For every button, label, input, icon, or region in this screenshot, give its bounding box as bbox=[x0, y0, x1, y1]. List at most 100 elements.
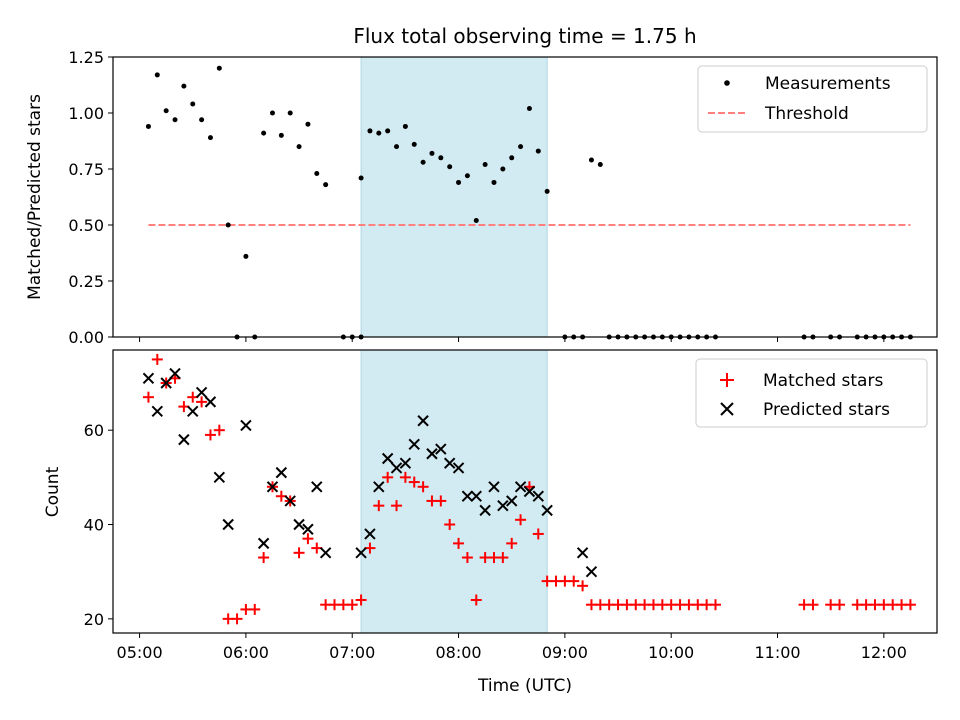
predicted-point bbox=[381, 452, 394, 465]
top-shaded-span bbox=[360, 56, 548, 338]
x-tick-label: 07:00 bbox=[329, 643, 375, 662]
measurement-point bbox=[269, 110, 275, 116]
top-y-tick-label: 1.00 bbox=[68, 104, 104, 123]
matched-point bbox=[204, 429, 216, 441]
matched-point bbox=[151, 353, 163, 365]
predicted-point bbox=[151, 405, 164, 418]
measurement-point bbox=[305, 121, 311, 127]
legend-marker-matched bbox=[720, 373, 734, 387]
measurement-point bbox=[358, 175, 364, 181]
legend-label-predicted: Predicted stars bbox=[763, 400, 890, 420]
measurement-point bbox=[588, 157, 594, 163]
predicted-point bbox=[408, 438, 420, 451]
measurement-point bbox=[190, 101, 196, 107]
bottom-shaded-span bbox=[360, 349, 548, 634]
predicted-point bbox=[479, 504, 491, 517]
predicted-point bbox=[514, 481, 527, 493]
top-panel: 0.00 0.25 0.50 0.75 1.00 1.25 Matched/Predict… bbox=[25, 48, 938, 347]
matched-point bbox=[417, 481, 429, 493]
measurement-point bbox=[544, 188, 550, 194]
top-y-tick-label: 0.75 bbox=[68, 160, 104, 179]
matched-point bbox=[213, 424, 225, 436]
predicted-point bbox=[311, 481, 323, 493]
predicted-point bbox=[541, 504, 553, 517]
top-measurement-points bbox=[145, 65, 913, 340]
legend-label-threshold: Threshold bbox=[764, 104, 849, 124]
predicted-point bbox=[470, 490, 482, 502]
bottom-observing-span bbox=[360, 349, 548, 634]
matched-point bbox=[453, 537, 465, 549]
measurement-point bbox=[456, 179, 462, 185]
matched-point bbox=[196, 396, 208, 408]
top-y-tick-label: 0.50 bbox=[68, 216, 104, 235]
matched-point bbox=[249, 603, 261, 615]
measurement-point bbox=[394, 144, 400, 150]
predicted-point bbox=[417, 415, 429, 427]
x-tick-label: 10:00 bbox=[648, 643, 694, 662]
x-tick-label: 05:00 bbox=[117, 643, 163, 662]
predicted-point bbox=[178, 433, 190, 446]
bottom-y-axis-label: Count bbox=[43, 466, 63, 517]
measurement-point bbox=[535, 148, 541, 154]
measurement-point bbox=[509, 155, 515, 161]
top-y-axis: 0.00 0.25 0.50 0.75 1.00 1.25 bbox=[68, 48, 113, 347]
matched-point bbox=[904, 599, 916, 611]
measurement-point bbox=[429, 150, 435, 156]
measurement-point bbox=[376, 130, 382, 136]
predicted-point bbox=[284, 495, 296, 507]
predicted-point bbox=[213, 471, 226, 484]
predicted-point bbox=[364, 528, 376, 540]
matched-point bbox=[461, 552, 473, 564]
matched-point bbox=[834, 599, 846, 611]
measurement-point bbox=[500, 166, 506, 172]
matched-point bbox=[515, 514, 527, 526]
matched-point bbox=[506, 537, 518, 549]
bottom-y-tick-label: 20 bbox=[84, 610, 104, 629]
bottom-y-tick-label: 40 bbox=[84, 516, 104, 535]
x-tick-label: 11:00 bbox=[754, 643, 800, 662]
top-y-tick-label: 0.25 bbox=[68, 272, 104, 291]
predicted-point bbox=[275, 466, 288, 479]
top-axes-frame bbox=[112, 56, 938, 338]
predicted-point bbox=[452, 462, 465, 474]
predicted-point bbox=[257, 537, 270, 550]
bottom-y-axis: 20 40 60 bbox=[84, 421, 113, 629]
matched-point bbox=[577, 580, 589, 592]
predicted-point bbox=[426, 448, 438, 460]
matched-point bbox=[382, 471, 394, 483]
predicted-point bbox=[373, 481, 385, 493]
top-y-axis-label: Matched/Predicted stars bbox=[25, 94, 45, 300]
predicted-point bbox=[585, 565, 598, 578]
legend-label-measurements: Measurements bbox=[765, 74, 891, 94]
top-y-tick-label: 1.25 bbox=[68, 48, 104, 67]
x-tick-label: 06:00 bbox=[223, 643, 269, 662]
bottom-x-axis: 05:00 06:00 07:00 08:00 09:00 10:00 11:00 12:00 bbox=[117, 633, 907, 662]
measurement-point bbox=[323, 182, 329, 188]
x-tick-label: 09:00 bbox=[542, 643, 588, 662]
matched-point bbox=[568, 575, 580, 587]
measurement-point bbox=[243, 253, 249, 259]
legend-marker-measurements bbox=[724, 80, 730, 86]
measurement-point bbox=[287, 110, 293, 116]
matched-point bbox=[497, 552, 509, 564]
predicted-point bbox=[576, 547, 589, 559]
matched-point bbox=[399, 471, 411, 483]
x-axis-label: Time (UTC) bbox=[477, 676, 572, 696]
matched-point bbox=[142, 391, 154, 403]
matched-point bbox=[532, 528, 544, 540]
measurement-point bbox=[261, 130, 267, 136]
top-observing-span bbox=[360, 56, 548, 338]
top-legend-box bbox=[697, 65, 928, 133]
measurement-point bbox=[438, 155, 444, 161]
matched-point bbox=[355, 594, 367, 606]
predicted-point bbox=[461, 490, 474, 502]
measurement-point bbox=[491, 179, 497, 185]
measurement-point bbox=[385, 128, 391, 134]
predicted-point bbox=[355, 547, 367, 559]
predicted-point bbox=[399, 457, 412, 469]
bottom-axes-frame bbox=[112, 349, 938, 634]
x-tick-label: 12:00 bbox=[861, 643, 907, 662]
matched-point bbox=[231, 613, 243, 625]
measurement-point bbox=[199, 117, 205, 123]
measurement-point bbox=[367, 128, 373, 134]
